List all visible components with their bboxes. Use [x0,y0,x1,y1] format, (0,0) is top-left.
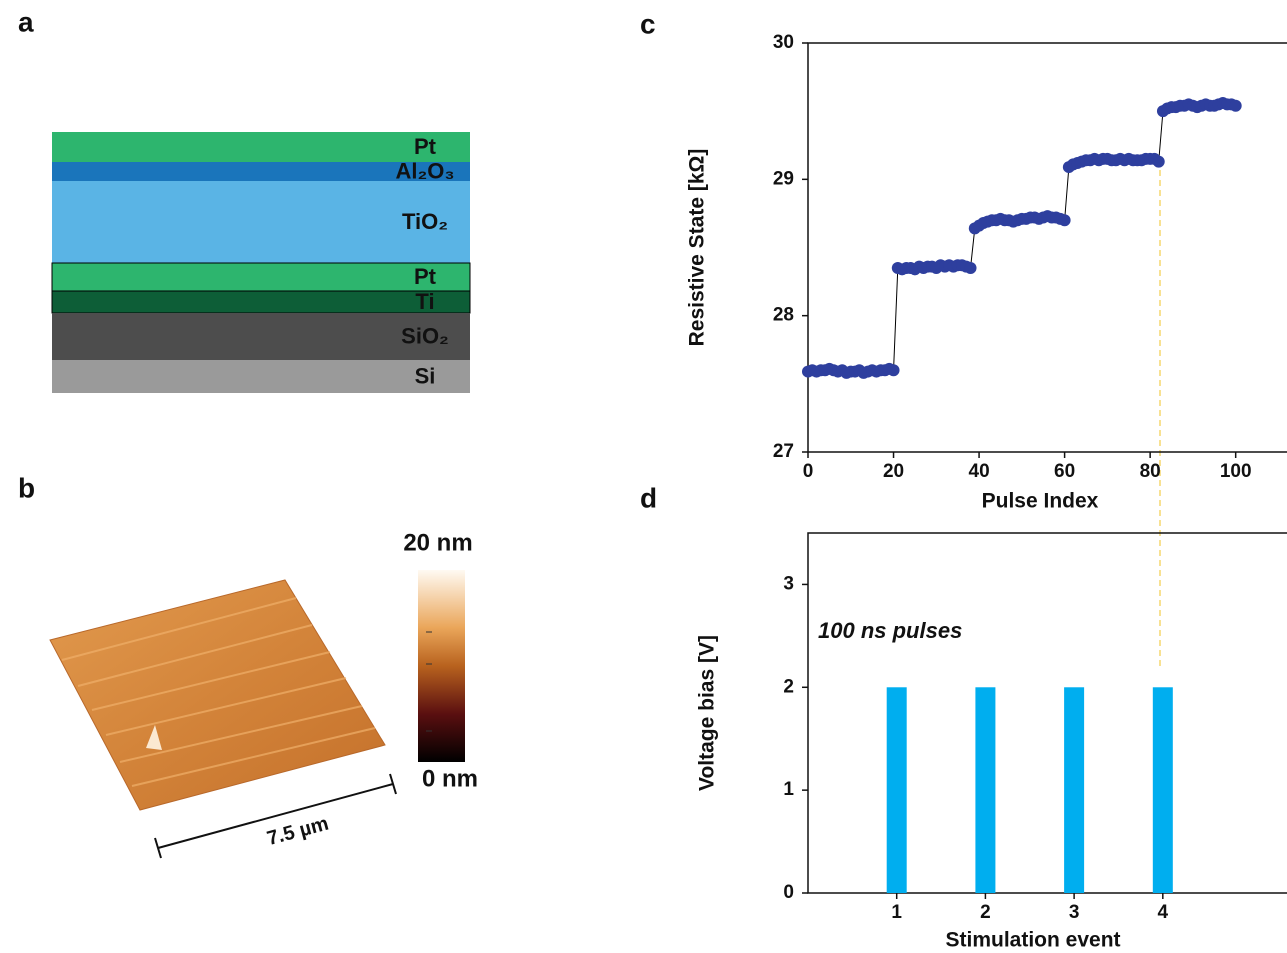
panel-label: a [18,6,34,37]
chart: 27 28 29 30 0 20 40 60 80 100 Pulse Index Resistive… [686,32,1287,513]
data-point [888,364,900,376]
afm-image: 20 nm 0 nm 7.5 µm [50,529,478,858]
x-tick-label: 100 [1220,461,1252,482]
axes-frame [808,533,1287,893]
y-tick-label: 28 [773,305,794,326]
scale-bar-label: 7.5 µm [265,813,331,850]
y-tick-label: 3 [783,573,794,594]
x-tick-label: 60 [1054,461,1075,482]
layer [52,360,470,393]
layer-label: Pt [414,264,437,289]
layer [52,291,470,313]
y-axis-label: Voltage bias [V] [696,635,719,791]
y-tick-label: 29 [773,168,794,189]
data-point [1059,214,1071,226]
data-point [1230,100,1242,112]
layer-label: Al₂O₃ [395,158,454,183]
bar [1064,687,1084,893]
layer-label: TiO₂ [402,209,448,234]
y-tick-label: 27 [773,441,794,462]
y-tick-label: 1 [783,779,794,800]
x-tick-label: 40 [969,461,990,482]
layer [52,263,470,291]
x-axis-label: Pulse Index [982,490,1099,513]
y-tick-label: 0 [783,882,794,903]
x-axis-label: Stimulation event [945,929,1120,952]
panel-label: c [640,8,656,39]
y-tick-label: 2 [783,676,794,697]
panel-label: b [18,472,35,503]
y-axis-label: Resistive State [kΩ] [686,149,709,347]
layer-label: SiO₂ [401,323,449,348]
x-tick-label: 20 [883,461,904,482]
color-bar-min: 0 nm [422,765,478,792]
layer-label: Si [415,363,436,388]
color-bar [418,570,465,762]
chart: 0 1 2 3 1 2 3 4 Stimulation event Voltage bias [V… [696,533,1287,952]
data-point [965,262,977,274]
bar [887,687,907,893]
x-tick-label: 2 [980,902,991,923]
x-tick-label: 1 [891,902,902,923]
panel-label: d [640,482,657,513]
annotation: 100 ns pulses [818,618,962,643]
bar [1153,687,1173,893]
x-tick-label: 4 [1158,902,1169,923]
figure: a b c d PtAl₂O₃TiO₂PtTiSiO₂Si 20 nm 0 nm… [0,0,1287,953]
bar [975,687,995,893]
data-line [808,103,1236,373]
x-tick-label: 80 [1140,461,1161,482]
color-bar-max: 20 nm [403,529,472,556]
y-tick-label: 30 [773,32,794,53]
data-point [1153,156,1165,168]
x-tick-label: 3 [1069,902,1080,923]
layer-label: Pt [414,134,437,159]
x-tick-label: 0 [803,461,814,482]
layer-label: Ti [415,289,434,314]
afm-surface [50,580,385,810]
